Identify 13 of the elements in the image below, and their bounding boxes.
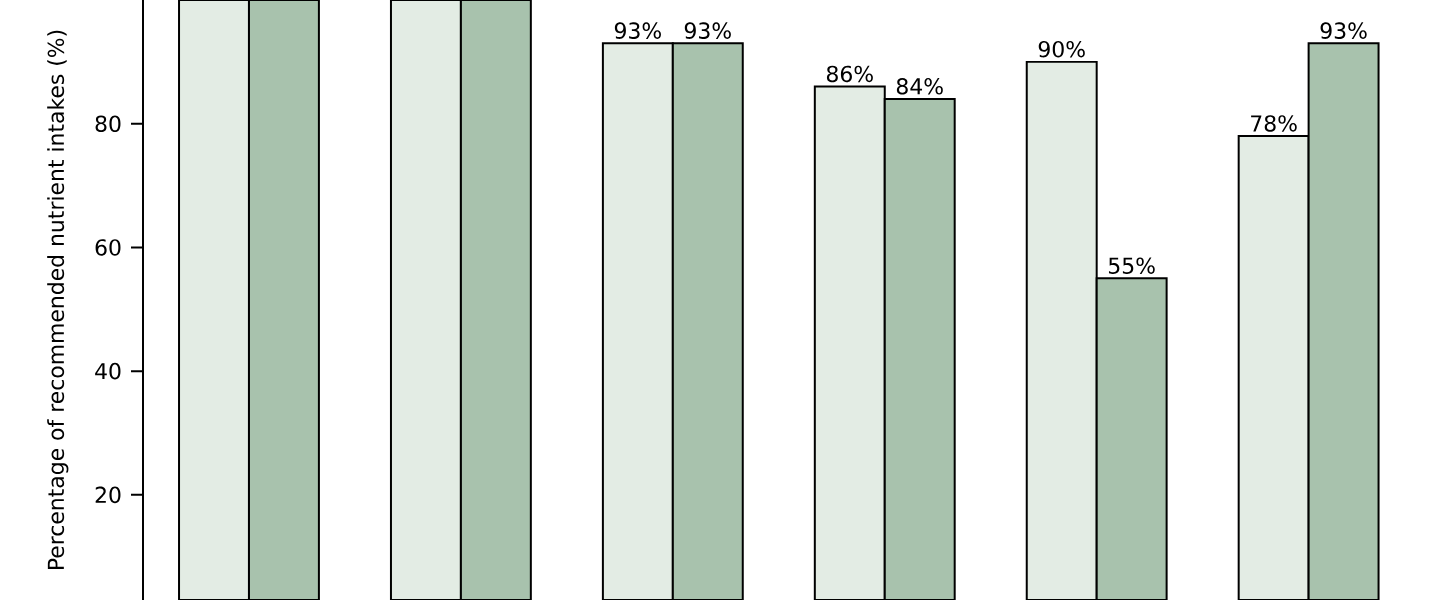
data-label: 93% bbox=[1320, 22, 1367, 39]
data-label: 84% bbox=[896, 78, 943, 95]
data-label: 86% bbox=[826, 65, 873, 83]
y-tick-label: 60 bbox=[95, 239, 121, 256]
data-label: 93% bbox=[614, 22, 661, 39]
y-tick-label: 80 bbox=[95, 115, 121, 133]
data-label: 55% bbox=[1108, 257, 1155, 274]
data-label: 90% bbox=[1038, 40, 1085, 58]
y-axis-title: Percentage of recommended nutrient intakes (%) bbox=[47, 30, 69, 570]
y-tick-label: 20 bbox=[95, 486, 121, 504]
data-label: 78% bbox=[1251, 115, 1297, 132]
data-label: 93% bbox=[684, 22, 731, 39]
y-tick-label: 40 bbox=[95, 362, 121, 380]
